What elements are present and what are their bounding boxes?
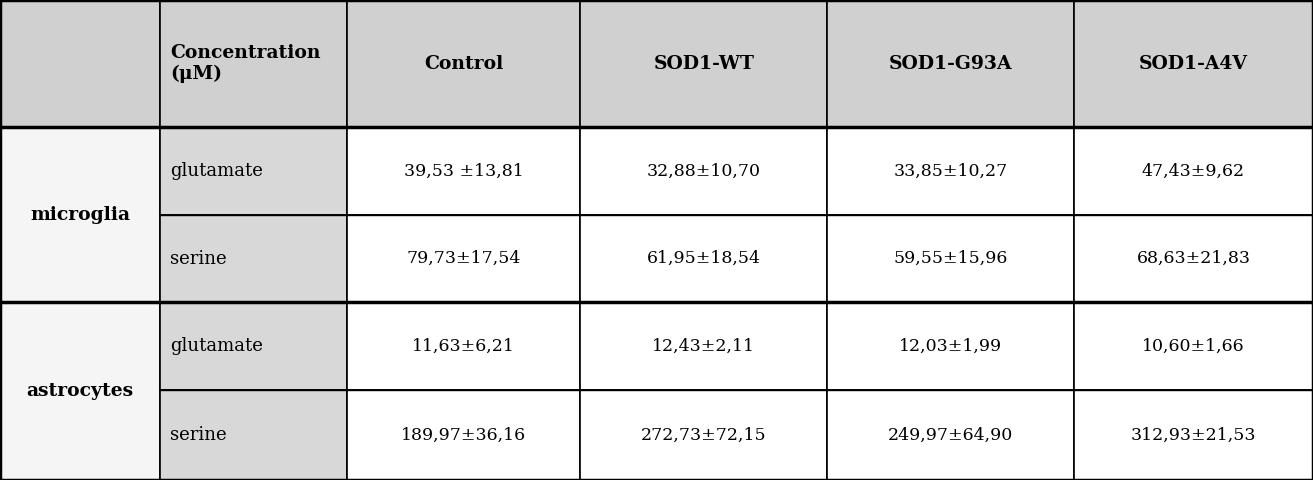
Bar	[827, 0, 1074, 127]
Bar	[580, 215, 827, 302]
Bar	[827, 215, 1074, 302]
Text: Control: Control	[424, 55, 503, 72]
Text: 11,63±6,21: 11,63±6,21	[412, 338, 515, 355]
Bar	[580, 390, 827, 480]
Bar	[347, 302, 580, 390]
Text: 39,53 ±13,81: 39,53 ±13,81	[403, 163, 524, 180]
Bar	[0, 0, 160, 127]
Text: SOD1-A4V: SOD1-A4V	[1138, 55, 1249, 72]
Text: SOD1-G93A: SOD1-G93A	[889, 55, 1012, 72]
Text: microglia: microglia	[30, 206, 130, 224]
Bar	[827, 390, 1074, 480]
Text: Concentration
(μM): Concentration (μM)	[171, 44, 320, 83]
Text: 12,03±1,99: 12,03±1,99	[899, 338, 1002, 355]
Bar	[827, 302, 1074, 390]
Text: SOD1-WT: SOD1-WT	[654, 55, 754, 72]
Text: 47,43±9,62: 47,43±9,62	[1142, 163, 1245, 180]
Bar	[160, 127, 347, 215]
Text: 32,88±10,70: 32,88±10,70	[647, 163, 760, 180]
Bar	[1074, 215, 1313, 302]
Text: 59,55±15,96: 59,55±15,96	[893, 250, 1008, 267]
Bar	[160, 0, 347, 127]
Text: astrocytes: astrocytes	[26, 382, 134, 400]
Bar	[160, 302, 347, 390]
Bar	[160, 215, 347, 302]
Text: 249,97±64,90: 249,97±64,90	[888, 427, 1014, 444]
Text: 68,63±21,83: 68,63±21,83	[1137, 250, 1250, 267]
Bar	[347, 215, 580, 302]
Bar	[160, 390, 347, 480]
Bar	[580, 0, 827, 127]
Text: 189,97±36,16: 189,97±36,16	[400, 427, 527, 444]
Text: 33,85±10,27: 33,85±10,27	[893, 163, 1008, 180]
Text: glutamate: glutamate	[171, 162, 263, 180]
Bar	[347, 127, 580, 215]
Bar	[0, 302, 160, 480]
Text: 312,93±21,53: 312,93±21,53	[1130, 427, 1257, 444]
Text: 272,73±72,15: 272,73±72,15	[641, 427, 767, 444]
Bar	[1074, 390, 1313, 480]
Text: 79,73±17,54: 79,73±17,54	[406, 250, 521, 267]
Bar	[1074, 127, 1313, 215]
Text: glutamate: glutamate	[171, 337, 263, 355]
Bar	[580, 302, 827, 390]
Text: 61,95±18,54: 61,95±18,54	[647, 250, 760, 267]
Bar	[347, 0, 580, 127]
Bar	[580, 127, 827, 215]
Text: 12,43±2,11: 12,43±2,11	[653, 338, 755, 355]
Bar	[1074, 302, 1313, 390]
Text: 10,60±1,66: 10,60±1,66	[1142, 338, 1245, 355]
Bar	[1074, 0, 1313, 127]
Text: serine: serine	[171, 426, 227, 444]
Text: serine: serine	[171, 250, 227, 268]
Bar	[0, 127, 160, 302]
Bar	[347, 390, 580, 480]
Bar	[827, 127, 1074, 215]
